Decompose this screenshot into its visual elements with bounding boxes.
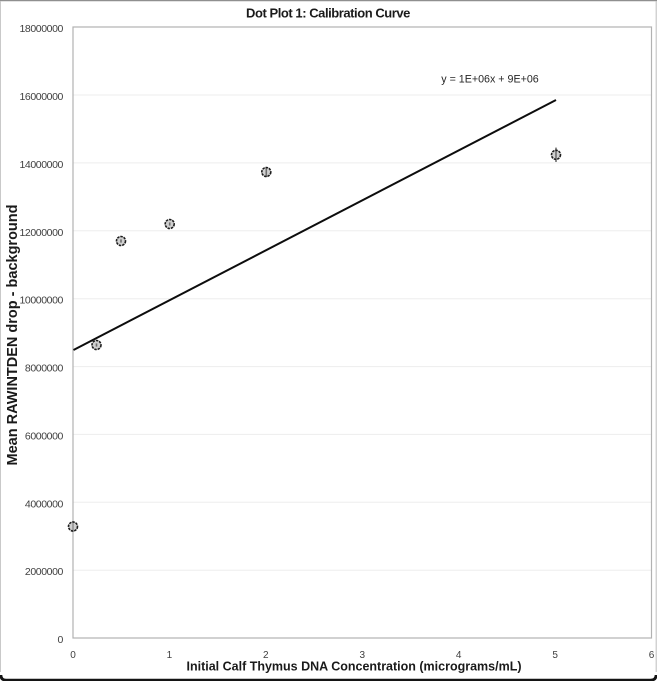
svg-text:5: 5: [552, 650, 558, 661]
svg-text:1: 1: [167, 650, 173, 661]
svg-text:6: 6: [649, 650, 655, 661]
svg-text:4: 4: [456, 650, 462, 661]
svg-text:12000000: 12000000: [19, 227, 63, 239]
svg-text:16000000: 16000000: [19, 91, 63, 103]
svg-text:6000000: 6000000: [25, 430, 64, 442]
svg-text:2000000: 2000000: [25, 566, 64, 578]
svg-text:10000000: 10000000: [19, 295, 63, 307]
svg-text:3: 3: [360, 650, 366, 661]
svg-text:2: 2: [263, 650, 269, 661]
svg-text:Initial Calf Thymus DNA Concen: Initial Calf Thymus DNA Concentration (m…: [187, 660, 522, 674]
svg-text:8000000: 8000000: [25, 363, 64, 375]
svg-text:0: 0: [70, 650, 76, 661]
svg-text:Dot Plot 1: Calibration Curve: Dot Plot 1: Calibration Curve: [246, 6, 410, 21]
svg-text:4000000: 4000000: [25, 498, 64, 510]
svg-text:18000000: 18000000: [19, 23, 63, 35]
svg-text:Mean RAWINTDEN drop - backgrou: Mean RAWINTDEN drop - background: [5, 205, 21, 466]
svg-text:0: 0: [58, 634, 64, 646]
svg-text:y = 1E+06x + 9E+06: y = 1E+06x + 9E+06: [441, 74, 539, 86]
svg-text:14000000: 14000000: [19, 159, 63, 171]
